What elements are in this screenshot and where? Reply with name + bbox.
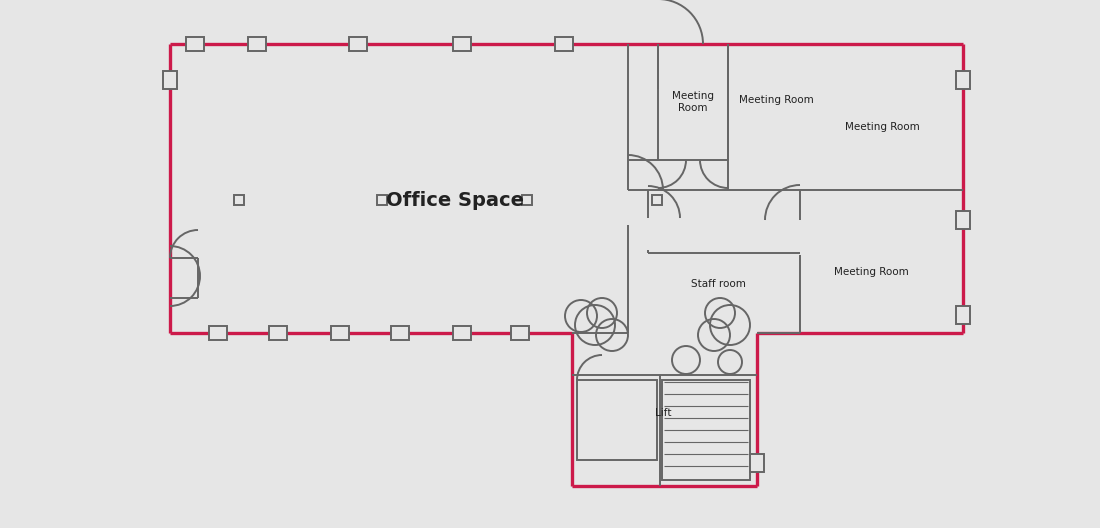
Bar (578, 380, 657, 460)
Bar (170, 44, 962, 333)
Bar (270, 326, 287, 340)
Bar (956, 306, 970, 324)
Bar (349, 37, 367, 51)
Text: Staff room: Staff room (691, 279, 746, 289)
Bar (750, 454, 764, 472)
Bar (956, 211, 970, 229)
Text: Meeting Room: Meeting Room (845, 122, 920, 132)
Text: Meeting
Room: Meeting Room (672, 91, 714, 113)
Bar (522, 195, 532, 205)
Bar (652, 195, 662, 205)
Text: Meeting Room: Meeting Room (834, 267, 909, 277)
Bar (572, 333, 757, 486)
Text: Meeting Room: Meeting Room (738, 95, 813, 105)
Bar (331, 326, 349, 340)
Bar (163, 71, 177, 89)
Bar (390, 326, 409, 340)
Bar (662, 380, 750, 480)
Bar (377, 195, 387, 205)
Bar (556, 37, 573, 51)
Bar (956, 71, 970, 89)
Text: Lift: Lift (654, 408, 671, 418)
Bar (248, 37, 266, 51)
Bar (453, 326, 471, 340)
Bar (234, 195, 244, 205)
Bar (453, 37, 471, 51)
Bar (186, 37, 204, 51)
Bar (512, 326, 529, 340)
Text: Office Space: Office Space (386, 191, 524, 210)
Bar (209, 326, 227, 340)
